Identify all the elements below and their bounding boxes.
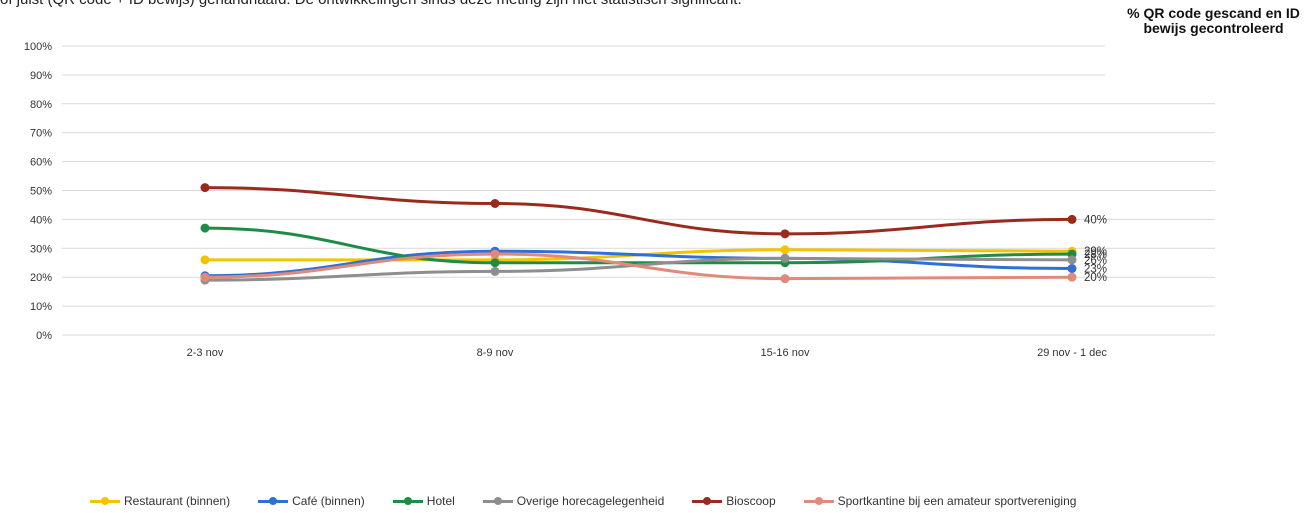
- legend: Restaurant (binnen) Café (binnen) Hotel Ove…: [90, 494, 1076, 508]
- y-tick-label: 30%: [30, 243, 52, 255]
- data-point: [1067, 272, 1077, 282]
- legend-label: Hotel: [426, 494, 455, 508]
- legend-label: Bioscoop: [726, 494, 776, 508]
- series-line: [204, 186, 1073, 236]
- series-5: [200, 249, 1077, 284]
- x-tick-label: 8-9 nov: [477, 347, 514, 359]
- legend-label: Restaurant (binnen): [124, 494, 231, 508]
- data-point: [1067, 255, 1077, 265]
- data-point: [200, 183, 210, 193]
- caption-text: of juist (QR code + ID bewijs) gehandhaa…: [0, 0, 742, 8]
- y-tick-label: 90%: [30, 70, 52, 82]
- data-point: [490, 258, 500, 268]
- data-point: [490, 249, 500, 259]
- legend-item: Overige horecagelegenheid: [482, 494, 665, 508]
- x-tick-label: 2-3 nov: [187, 347, 224, 359]
- legend-label: Overige horecagelegenheid: [516, 494, 665, 508]
- y-tick-label: 60%: [30, 157, 52, 169]
- data-point: [200, 272, 210, 282]
- end-value-label: 29%: [1084, 246, 1107, 258]
- x-axis: 2-3 nov 8-9 nov 15-16 nov 29 nov - 1 dec: [187, 347, 1108, 359]
- data-point: [780, 245, 790, 255]
- data-point: [200, 223, 210, 233]
- data-point: [780, 274, 790, 284]
- series-4: [200, 183, 1077, 239]
- legend-swatch: [392, 496, 423, 506]
- end-value-label: 28%: [1084, 249, 1107, 261]
- data-point: [490, 199, 500, 209]
- x-tick-label: 29 nov - 1 dec: [1037, 347, 1107, 359]
- data-point: [1067, 264, 1077, 274]
- legend-swatch: [90, 496, 120, 506]
- legend-item: Restaurant (binnen): [90, 494, 230, 508]
- series-line: [204, 226, 1073, 265]
- y-tick-label: 0%: [36, 330, 52, 342]
- end-value-label: 40%: [1084, 214, 1107, 226]
- legend-swatch: [803, 496, 834, 506]
- series-line: [204, 249, 1073, 278]
- data-point: [490, 266, 500, 276]
- legend-item: Hotel: [392, 494, 455, 508]
- y-tick-label: 100%: [24, 41, 52, 53]
- chart-side-title: % QR code gescand en ID bewijs gecontrol…: [1127, 5, 1300, 36]
- data-point: [780, 229, 790, 239]
- y-tick-label: 40%: [30, 214, 52, 226]
- legend-item: Café (binnen): [258, 494, 365, 508]
- end-value-label: 23%: [1084, 264, 1107, 276]
- end-labels: 29% 23% 28%26% 40% 20%: [1084, 214, 1107, 284]
- y-tick-label: 50%: [30, 186, 52, 198]
- data-point: [200, 255, 210, 265]
- legend-swatch: [482, 496, 513, 506]
- y-tick-label: 20%: [30, 272, 52, 284]
- legend-item: Sportkantine bij een amateur sportvereni…: [803, 494, 1077, 508]
- end-value-label: 26%: [1084, 255, 1107, 267]
- legend-swatch: [692, 496, 723, 506]
- legend-item: Bioscoop: [692, 494, 776, 508]
- series-line: [204, 252, 1073, 281]
- y-tick-label: 80%: [30, 99, 52, 111]
- legend-label: Café (binnen): [292, 494, 365, 508]
- y-axis: 0% 10% 20% 30% 40% 50% 60% 70% 80% 90% 100%: [24, 41, 52, 342]
- data-point: [1067, 214, 1077, 224]
- y-tick-label: 10%: [30, 301, 52, 313]
- data-point: [780, 253, 790, 263]
- series-lines: [200, 183, 1077, 285]
- x-tick-label: 15-16 nov: [761, 347, 810, 359]
- end-value-label: 20%: [1084, 272, 1107, 284]
- gridlines: [62, 45, 1215, 336]
- legend-swatch: [258, 496, 289, 506]
- legend-label: Sportkantine bij een amateur sportvereni…: [837, 494, 1077, 508]
- y-tick-label: 70%: [30, 128, 52, 140]
